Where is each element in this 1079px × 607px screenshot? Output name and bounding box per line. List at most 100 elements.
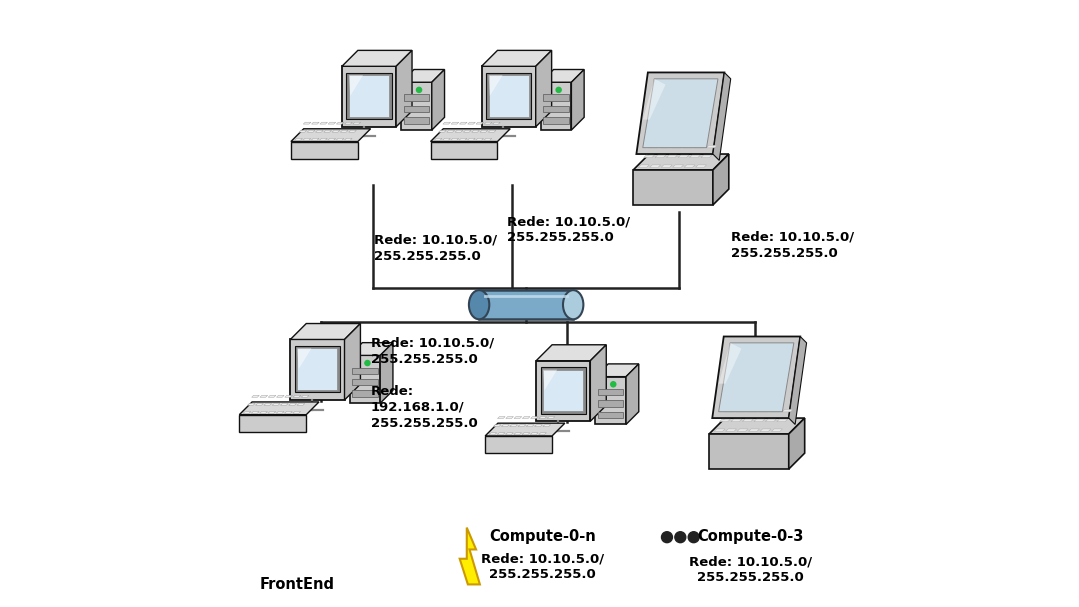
Polygon shape	[269, 395, 276, 397]
Polygon shape	[435, 138, 442, 140]
Polygon shape	[760, 409, 770, 412]
Polygon shape	[312, 138, 319, 140]
Polygon shape	[243, 412, 250, 413]
Polygon shape	[493, 425, 501, 427]
Polygon shape	[344, 122, 353, 124]
Polygon shape	[268, 412, 275, 413]
Polygon shape	[481, 50, 551, 66]
Polygon shape	[742, 419, 753, 422]
Polygon shape	[514, 433, 521, 435]
Polygon shape	[535, 425, 543, 427]
Polygon shape	[291, 129, 370, 141]
Polygon shape	[467, 122, 476, 124]
Polygon shape	[342, 66, 396, 127]
Polygon shape	[290, 324, 360, 339]
Polygon shape	[660, 145, 671, 148]
Polygon shape	[240, 415, 306, 432]
Polygon shape	[342, 50, 412, 66]
Polygon shape	[720, 419, 730, 422]
Polygon shape	[281, 404, 288, 405]
Polygon shape	[319, 138, 327, 140]
Polygon shape	[344, 324, 360, 400]
Polygon shape	[547, 416, 555, 418]
Polygon shape	[324, 131, 331, 132]
Polygon shape	[648, 145, 659, 148]
Polygon shape	[404, 106, 429, 112]
Circle shape	[688, 532, 699, 543]
Polygon shape	[661, 165, 672, 168]
Polygon shape	[497, 433, 505, 435]
Polygon shape	[380, 342, 393, 403]
Polygon shape	[350, 355, 380, 403]
Text: Rede: 10.10.5.0/
255.255.255.0: Rede: 10.10.5.0/ 255.255.255.0	[481, 552, 604, 582]
Polygon shape	[341, 131, 349, 132]
Circle shape	[365, 361, 370, 365]
Polygon shape	[328, 122, 336, 124]
Polygon shape	[695, 145, 706, 148]
Polygon shape	[543, 425, 550, 427]
Polygon shape	[541, 82, 572, 130]
Polygon shape	[748, 409, 759, 412]
Circle shape	[556, 87, 561, 92]
Polygon shape	[285, 395, 292, 397]
Polygon shape	[401, 69, 445, 82]
Text: Rede: 10.10.5.0/
255.255.255.0: Rede: 10.10.5.0/ 255.255.255.0	[730, 231, 853, 260]
Polygon shape	[737, 429, 748, 432]
Polygon shape	[285, 412, 292, 413]
Polygon shape	[789, 418, 805, 469]
Polygon shape	[633, 154, 728, 170]
Polygon shape	[643, 79, 666, 120]
Polygon shape	[531, 416, 538, 418]
Polygon shape	[489, 75, 503, 96]
Polygon shape	[544, 94, 569, 101]
Polygon shape	[598, 400, 624, 407]
Polygon shape	[352, 390, 378, 397]
Polygon shape	[276, 395, 284, 397]
Polygon shape	[572, 69, 584, 130]
Polygon shape	[332, 131, 340, 132]
Circle shape	[611, 382, 616, 387]
Polygon shape	[315, 131, 324, 132]
Polygon shape	[531, 433, 538, 435]
Polygon shape	[431, 141, 497, 158]
Polygon shape	[460, 122, 467, 124]
Polygon shape	[476, 122, 483, 124]
Polygon shape	[637, 72, 724, 154]
Polygon shape	[719, 343, 794, 412]
Polygon shape	[404, 117, 429, 124]
Polygon shape	[256, 404, 263, 405]
Text: Rede: 10.10.5.0/
255.255.255.0

Rede:
192.168.1.0/
255.255.255.0: Rede: 10.10.5.0/ 255.255.255.0 Rede: 192…	[371, 337, 494, 430]
Polygon shape	[352, 379, 378, 385]
Polygon shape	[725, 409, 736, 412]
Polygon shape	[684, 165, 695, 168]
Text: Rede: 10.10.5.0/
255.255.255.0: Rede: 10.10.5.0/ 255.255.255.0	[689, 555, 812, 585]
Polygon shape	[299, 131, 306, 132]
Polygon shape	[291, 141, 358, 158]
Polygon shape	[493, 122, 501, 124]
Polygon shape	[789, 336, 807, 424]
Polygon shape	[432, 69, 445, 130]
Polygon shape	[451, 138, 459, 140]
Polygon shape	[349, 75, 390, 117]
Polygon shape	[484, 138, 492, 140]
Polygon shape	[298, 348, 338, 390]
Polygon shape	[544, 117, 569, 124]
Polygon shape	[349, 131, 356, 132]
Polygon shape	[472, 131, 479, 132]
Polygon shape	[486, 73, 531, 119]
Polygon shape	[337, 138, 344, 140]
Polygon shape	[264, 404, 272, 405]
Polygon shape	[308, 131, 315, 132]
Polygon shape	[643, 155, 655, 158]
Polygon shape	[598, 412, 624, 418]
Polygon shape	[506, 416, 514, 418]
Polygon shape	[643, 79, 718, 148]
Polygon shape	[522, 416, 530, 418]
Polygon shape	[713, 72, 730, 160]
Polygon shape	[290, 339, 344, 400]
Text: Rede: 10.10.5.0/
255.255.255.0: Rede: 10.10.5.0/ 255.255.255.0	[374, 234, 497, 263]
Polygon shape	[476, 138, 483, 140]
Polygon shape	[701, 155, 712, 158]
Polygon shape	[349, 75, 363, 96]
Polygon shape	[712, 336, 801, 418]
